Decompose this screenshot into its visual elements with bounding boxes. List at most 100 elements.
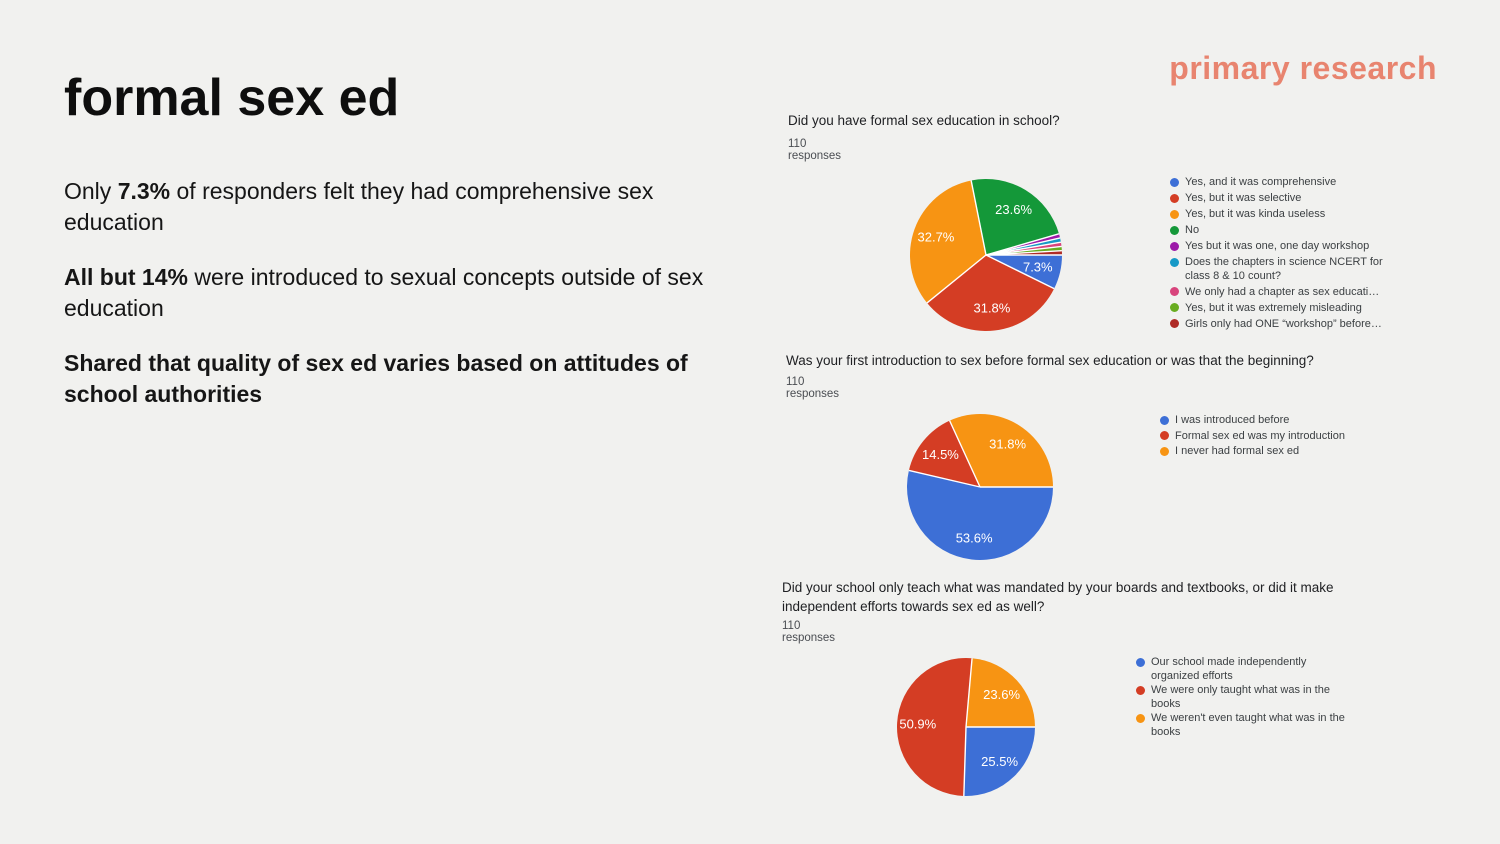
chart-title: Did your school only teach what was mand… [782, 580, 1334, 614]
slice-percent-label: 50.9% [899, 717, 936, 732]
legend-item: We weren't even taught what was in the b… [1136, 712, 1356, 739]
slice-separator [985, 250, 1062, 256]
legend-swatch [1170, 177, 1179, 187]
stat-text: of responders felt they had comprehensiv… [64, 178, 654, 235]
legend-swatch [1170, 303, 1179, 312]
chart-response-count: 110 responses [788, 138, 842, 162]
pie-slice [986, 255, 1062, 289]
slice-percent-label: 32.7% [918, 229, 955, 244]
legend-label: Yes, and it was comprehensive [1185, 176, 1337, 188]
legend-label: Does the chapters in science NCERT for c… [1185, 256, 1383, 282]
stat-highlight: Shared that quality of sex ed varies bas… [64, 350, 688, 407]
legend-label: No [1185, 224, 1200, 236]
legend-item: We were only taught what was in the book… [1136, 684, 1356, 711]
stat-highlight: 7.3% [117, 178, 171, 204]
chart-title: Did you have formal sex education in sch… [788, 113, 1060, 128]
legend-label: Yes, but it was kinda useless [1185, 208, 1326, 220]
pie-slice [910, 180, 986, 303]
slice-percent-label: 14.5% [922, 447, 959, 462]
legend-label: Our school made independently organized … [1151, 656, 1307, 682]
legend-swatch [1136, 685, 1145, 695]
page-title: formal sex ed [64, 69, 400, 127]
slice-separator [926, 254, 987, 304]
legend-label: Yes, but it was selective [1185, 192, 1302, 204]
legend-label: We weren't even taught what was in the b… [1151, 712, 1345, 738]
slice-percent-label: 23.6% [983, 687, 1020, 702]
pie-slice [966, 658, 1035, 727]
legend-label: Girls only had ONE “workshop” before… [1185, 317, 1382, 330]
pie-chart: 25.5% 50.9% 23.6% [897, 658, 1035, 796]
slice-separator [963, 726, 967, 796]
pie-chart: 53.6% 14.5% 31.8% [907, 414, 1053, 560]
chart-legend: Yes, and it was comprehensive Yes, but it… [1170, 176, 1393, 334]
slice-separator [970, 180, 987, 256]
slice-percent-label: 31.8% [973, 300, 1010, 315]
legend-swatch [1170, 257, 1179, 267]
legend-label: I never had formal sex ed [1175, 445, 1300, 457]
legend-item: Yes, but it was extremely misleading [1170, 302, 1393, 316]
legend-item: No [1170, 224, 1393, 238]
summary-text: Only 7.3% of responders felt they had co… [64, 176, 719, 434]
pie-slice [897, 658, 973, 796]
legend-swatch [1160, 446, 1169, 456]
chart-title: Was your first introduction to sex befor… [786, 353, 1314, 368]
legend-swatch [1136, 713, 1145, 723]
slice-percent-label: 7.3% [1023, 260, 1053, 275]
legend-swatch [1160, 431, 1169, 440]
legend-item: Our school made independently organized … [1136, 656, 1356, 683]
slice-separator [985, 241, 1062, 256]
legend-swatch [1136, 657, 1145, 667]
stat-paragraph: Only 7.3% of responders felt they had co… [64, 176, 719, 238]
legend-item: Yes, but it was kinda useless [1170, 208, 1393, 222]
legend-swatch [1160, 415, 1169, 425]
chart-legend: Our school made independently organized … [1136, 656, 1356, 740]
slice-separator [985, 233, 1060, 256]
stat-highlight: All but 14% [64, 264, 188, 290]
pie-slice [907, 470, 1053, 560]
slice-percent-label: 31.8% [989, 437, 1026, 452]
slice-separator [948, 420, 981, 488]
slice-separator [908, 469, 981, 488]
slice-percent-label: 25.5% [981, 754, 1018, 769]
slice-separator [985, 254, 1055, 290]
legend-swatch [1170, 225, 1179, 235]
legend-swatch [1170, 193, 1179, 203]
slice-percent-label: 53.6% [956, 530, 993, 545]
legend-label: I was introduced before [1175, 414, 1290, 426]
legend-item: We only had a chapter as sex educati… [1170, 286, 1393, 300]
legend-item: Yes, and it was comprehensive [1170, 176, 1393, 190]
stat-text: Only [64, 178, 118, 204]
legend-label: We were only taught what was in the book… [1151, 684, 1330, 710]
legend-item: Formal sex ed was my introduction [1160, 430, 1385, 444]
chart-response-count: 110 responses [782, 620, 836, 644]
primary-research-label: primary research [1169, 50, 1437, 86]
pie-slice [927, 255, 1055, 331]
legend-swatch [1170, 319, 1179, 328]
pie-slice [908, 420, 980, 487]
stat-paragraph: All but 14% were introduced to sexual co… [64, 262, 719, 324]
chart-legend: I was introduced before Formal sex ed was… [1160, 414, 1385, 461]
slice-separator [965, 658, 973, 728]
pie-slice [963, 727, 1035, 796]
legend-item: Does the chapters in science NCERT for c… [1170, 256, 1393, 283]
pie-slice [949, 414, 1053, 487]
legend-label: Yes but it was one, one day workshop [1185, 240, 1370, 252]
legend-swatch [1170, 287, 1179, 296]
stat-paragraph: Shared that quality of sex ed varies bas… [64, 348, 719, 410]
legend-item: Girls only had ONE “workshop” before… [1170, 318, 1393, 332]
pie-chart: 7.3% 31.8% 32.7% 23.6% [910, 179, 1062, 331]
slice-separator [985, 245, 1062, 256]
legend-swatch [1170, 209, 1179, 219]
legend-item: Yes, but it was selective [1170, 192, 1393, 206]
slice-separator [985, 237, 1061, 256]
legend-label: Formal sex ed was my introduction [1175, 429, 1345, 442]
slice-percent-label: 23.6% [995, 202, 1032, 217]
legend-item: I was introduced before [1160, 414, 1385, 428]
legend-item: Yes but it was one, one day workshop [1170, 240, 1393, 254]
pie-slice [971, 179, 1059, 255]
legend-swatch [1170, 241, 1179, 251]
chart-response-count: 110 responses [786, 376, 840, 400]
stat-text: were introduced to sexual concepts outsi… [64, 264, 704, 321]
legend-label: We only had a chapter as sex educati… [1185, 285, 1380, 298]
